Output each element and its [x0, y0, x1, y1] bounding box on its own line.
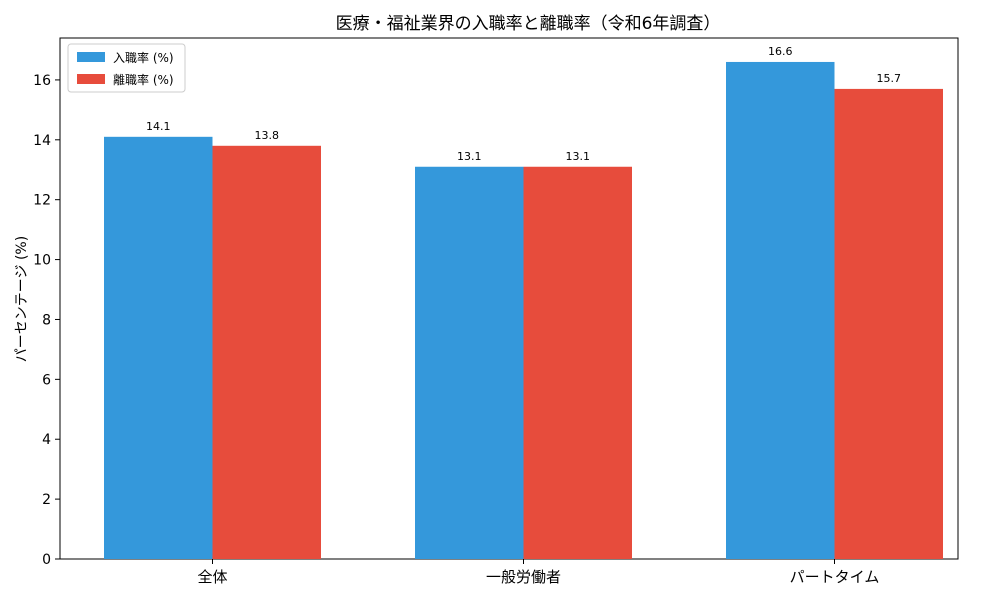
- y-tick-label-0: 0: [42, 552, 51, 568]
- y-tick-label-2: 2: [42, 492, 51, 508]
- data-label-1-0: 13.1: [457, 150, 482, 163]
- y-tick-label-8: 8: [42, 312, 51, 328]
- y-tick-label-10: 10: [33, 253, 51, 269]
- x-tick-label-2: パートタイム: [790, 568, 880, 586]
- bar-1-0: [415, 166, 524, 559]
- legend-label-1: 離職率 (%): [113, 72, 174, 87]
- chart-title: 医療・福祉業界の入職率と離職率（令和6年調査）: [336, 14, 721, 34]
- bar-2-1: [834, 88, 943, 560]
- y-tick-label-6: 6: [42, 372, 51, 388]
- data-label-2-0: 16.6: [768, 45, 793, 58]
- legend-swatch-1: [77, 74, 105, 84]
- data-label-1-1: 13.1: [566, 150, 591, 163]
- bar-1-1: [523, 166, 632, 559]
- y-tick-label-14: 14: [33, 133, 51, 149]
- data-label-2-1: 15.7: [877, 72, 902, 85]
- legend-label-0: 入職率 (%): [113, 50, 174, 65]
- bar-0-0: [104, 136, 213, 559]
- y-tick-label-16: 16: [33, 73, 51, 89]
- x-tick-label-0: 全体: [197, 568, 227, 586]
- plot-area: 0 2 4 6 8 10 12 14 16 14.1 13.8 全体 13.1 13.1 一般労働者 16.6…: [33, 37, 959, 586]
- x-tick-label-1: 一般労働者: [486, 568, 561, 586]
- y-tick-label-4: 4: [42, 432, 51, 448]
- legend-swatch-0: [77, 52, 105, 62]
- data-label-0-0: 14.1: [146, 120, 171, 133]
- bar-2-0: [726, 61, 835, 560]
- bar-0-1: [212, 145, 321, 560]
- data-label-0-1: 13.8: [255, 129, 280, 142]
- y-axis-label: パーセンテージ (%): [14, 236, 30, 362]
- y-tick-label-12: 12: [33, 193, 51, 209]
